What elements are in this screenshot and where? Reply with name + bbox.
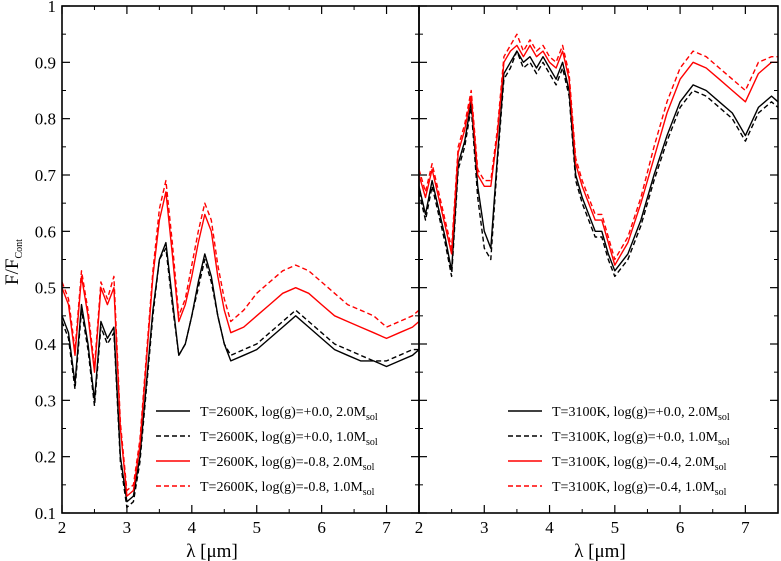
- x-tick-label: 6: [317, 518, 326, 537]
- legend-label-subscript: sol: [715, 487, 727, 498]
- legend-label: T=3100K, log(g)=+0.0, 1.0Msol: [552, 430, 730, 448]
- series-line-0-2: [61, 191, 420, 497]
- right-plot-frame: [418, 5, 779, 514]
- legend-label: T=2600K, log(g)=-0.8, 1.0Msol: [200, 480, 375, 498]
- y-tick-label: 0.5: [35, 279, 56, 298]
- y-tick-label: 0.9: [35, 53, 56, 72]
- series-line-0-3: [61, 179, 420, 492]
- legend-label-subscript: sol: [718, 412, 730, 423]
- y-tick-label: 0.6: [35, 222, 56, 241]
- legend-label-subscript: sol: [363, 462, 375, 473]
- x-tick-label: 6: [676, 518, 685, 537]
- legend-label-subscript: sol: [715, 462, 727, 473]
- legend-label: T=2600K, log(g)=-0.8, 2.0Msol: [200, 455, 375, 473]
- x-tick-label: 3: [480, 518, 489, 537]
- y-tick-label: 0.3: [35, 391, 56, 410]
- y-tick-label: 0.7: [35, 166, 57, 185]
- x-tick-label: 5: [611, 518, 620, 537]
- y-axis-label-main: F/F: [2, 259, 23, 285]
- legend-label: T=3100K, log(g)=+0.0, 2.0Msol: [552, 405, 730, 423]
- series-line-1-2: [418, 44, 778, 266]
- series-line-1-1: [418, 50, 779, 278]
- right-x-axis-label: λ [μm]: [574, 541, 626, 561]
- legend-label: T=3100K, log(g)=-0.4, 2.0Msol: [552, 455, 727, 473]
- legend-label-main: T=3100K, log(g)=-0.4, 1.0M: [552, 480, 715, 495]
- series-line-0-1: [61, 247, 419, 509]
- legend-label: T=2600K, log(g)=+0.0, 1.0Msol: [200, 430, 378, 448]
- legend-label-main: T=2600K, log(g)=+0.0, 2.0M: [200, 405, 367, 420]
- legend-label-subscript: sol: [363, 487, 375, 498]
- left-x-axis-label: λ [μm]: [186, 541, 238, 561]
- series-line-1-3: [418, 33, 778, 261]
- left-series-layer: [61, 179, 420, 509]
- x-tick-label: 7: [741, 518, 750, 537]
- legend-label-subscript: sol: [366, 412, 378, 423]
- legend-label-main: T=3100K, log(g)=+0.0, 1.0M: [552, 430, 719, 445]
- legend-label-main: T=3100K, log(g)=-0.4, 2.0M: [552, 455, 715, 470]
- x-tick-label: 4: [545, 518, 554, 537]
- legend-label-main: T=2600K, log(g)=-0.8, 2.0M: [200, 455, 363, 470]
- legend-label-main: T=2600K, log(g)=+0.0, 1.0M: [200, 430, 367, 445]
- legend-label-subscript: sol: [718, 437, 730, 448]
- x-tick-label: 4: [188, 518, 197, 537]
- left-panel: 2 3 4 5 6 7 0.1 0.2 0.3 0.4 0.5 0.6 0.7 0.8 0.9 1 T=260…: [2, 0, 420, 561]
- legend-label: T=3100K, log(g)=-0.4, 1.0Msol: [552, 480, 727, 498]
- legend-label: T=2600K, log(g)=+0.0, 2.0Msol: [200, 405, 378, 423]
- y-tick-label: 0.4: [35, 335, 57, 354]
- y-tick-label: 0.2: [35, 448, 56, 467]
- y-tick-label: 0.1: [35, 504, 56, 523]
- x-tick-label: 5: [252, 518, 261, 537]
- series-line-1-0: [418, 50, 779, 272]
- x-tick-label: 2: [415, 518, 424, 537]
- right-ticks-layer: 2 3 4 5 6 7: [415, 5, 778, 537]
- x-tick-label: 7: [382, 518, 391, 537]
- legend-label-main: T=3100K, log(g)=+0.0, 2.0M: [552, 405, 719, 420]
- y-tick-label: 1: [48, 0, 57, 16]
- y-axis-label-subscript: Cont: [14, 239, 25, 259]
- y-axis-label: F/FCont: [2, 239, 25, 285]
- right-series-layer: [418, 33, 779, 278]
- legend-label-main: T=2600K, log(g)=-0.8, 1.0M: [200, 480, 363, 495]
- legend-label-subscript: sol: [366, 437, 378, 448]
- x-tick-label: 3: [123, 518, 132, 537]
- x-tick-label: 2: [58, 518, 67, 537]
- y-tick-label: 0.8: [35, 110, 56, 129]
